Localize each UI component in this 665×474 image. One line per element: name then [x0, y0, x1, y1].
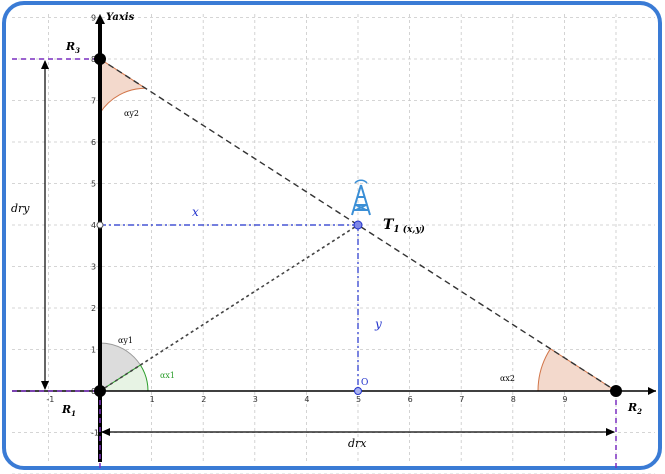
angle-r2	[537, 348, 618, 392]
x-segment-label: x	[192, 205, 199, 219]
y-tick-label: 9	[91, 14, 96, 23]
x-tick-label: 6	[408, 395, 413, 404]
x-tick-label: -1	[46, 395, 54, 404]
y-tick-label: 6	[91, 138, 96, 147]
point-t1	[353, 220, 363, 230]
x-tick-label: 2	[201, 395, 206, 404]
points	[94, 53, 622, 397]
y-tick-label: 4	[91, 221, 96, 230]
dry-label: dry	[11, 202, 30, 215]
y-tick-label: 5	[91, 180, 96, 189]
y-tick-label: 2	[91, 304, 96, 313]
y-axis-label: Yaxis	[106, 12, 135, 23]
angle-r3-label: αy2	[124, 109, 139, 118]
dimension-lines	[12, 58, 617, 470]
r2-label: R2	[627, 401, 642, 416]
angle-r3	[99, 58, 148, 115]
x-axis-arrow	[648, 387, 656, 395]
hypotenuse-dashed-line	[99, 58, 617, 392]
angle-r1-lower-label: αx1	[160, 371, 175, 380]
y-axis-arrow	[95, 14, 105, 24]
antenna-tower-icon	[351, 179, 371, 216]
point-r1	[94, 385, 106, 397]
angle-arcs	[98, 58, 618, 392]
y-tick-label: 1	[91, 346, 96, 355]
r3-label: R3	[65, 40, 80, 55]
x-tick-label: 9	[562, 395, 567, 404]
y-tick-label: -1	[91, 429, 99, 438]
point-r2	[610, 385, 622, 397]
drx-arrow-left	[101, 428, 110, 436]
y-segment-label: y	[374, 317, 382, 331]
construction-lines	[99, 58, 617, 392]
r1-label: R1	[61, 403, 76, 418]
x-tick-label: 8	[511, 395, 516, 404]
x-tick-label: 7	[459, 395, 464, 404]
point-r3	[94, 53, 106, 65]
x-tick-label: 1	[150, 395, 155, 404]
drx-arrow-right	[606, 428, 615, 436]
x-tick-label: 3	[253, 395, 258, 404]
t1-label: T1 (x,y)	[383, 217, 425, 235]
y-tick-label: 7	[91, 97, 96, 106]
point-o	[354, 387, 362, 395]
x-tick-label: 4	[304, 395, 309, 404]
angle-r2-label: αx2	[500, 374, 515, 383]
dry-arrow-top	[41, 60, 49, 69]
point-x-foot	[96, 221, 104, 229]
origin-o-label: O	[361, 378, 368, 388]
y-tick-label: 3	[91, 263, 96, 272]
drx-label: drx	[348, 437, 367, 450]
x-tick-label: 5	[356, 395, 361, 404]
angle-r1-upper-label: αy1	[118, 336, 133, 345]
dry-arrow-bottom	[41, 381, 49, 390]
